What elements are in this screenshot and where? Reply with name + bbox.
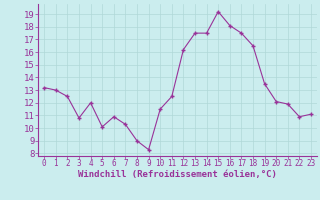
X-axis label: Windchill (Refroidissement éolien,°C): Windchill (Refroidissement éolien,°C)	[78, 170, 277, 179]
